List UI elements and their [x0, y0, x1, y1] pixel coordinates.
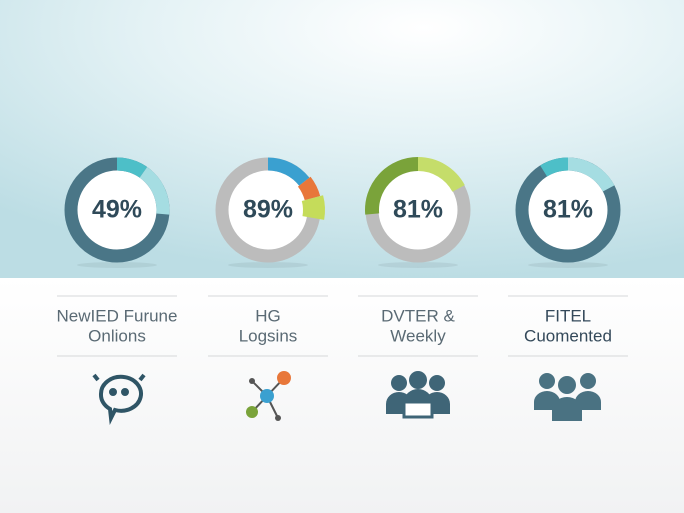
ring-segment [116, 157, 148, 178]
people-icon [534, 373, 601, 421]
chat-icon [92, 373, 146, 425]
ring-segment [139, 166, 170, 215]
ring-segment [417, 157, 465, 193]
ring-segment [540, 157, 569, 177]
network-icon [246, 371, 291, 421]
card-label: Weekly [390, 326, 446, 345]
ring-segment [365, 157, 419, 215]
card-label: Onlions [88, 326, 146, 345]
card-label: HG [255, 306, 281, 325]
percent-label: 81% [543, 196, 593, 224]
card-label: NewIED Furune [57, 306, 178, 325]
ring-shadow [228, 262, 308, 268]
card-label: Cuomented [524, 326, 612, 345]
ring-shadow [378, 262, 458, 268]
percent-label: 89% [243, 196, 293, 224]
group-icon [386, 371, 450, 419]
percent-label: 49% [92, 196, 142, 224]
ring-segment [301, 195, 325, 220]
ring-segment [297, 176, 321, 201]
ring-segment [267, 157, 310, 186]
ring-shadow [77, 262, 157, 268]
percent-label: 81% [393, 196, 443, 224]
ring-segment [567, 157, 615, 192]
ring-shadow [528, 262, 608, 268]
card-label: Logsins [239, 326, 298, 345]
card-label: FITEL [545, 306, 591, 325]
card-label: DVTER & [381, 306, 455, 325]
